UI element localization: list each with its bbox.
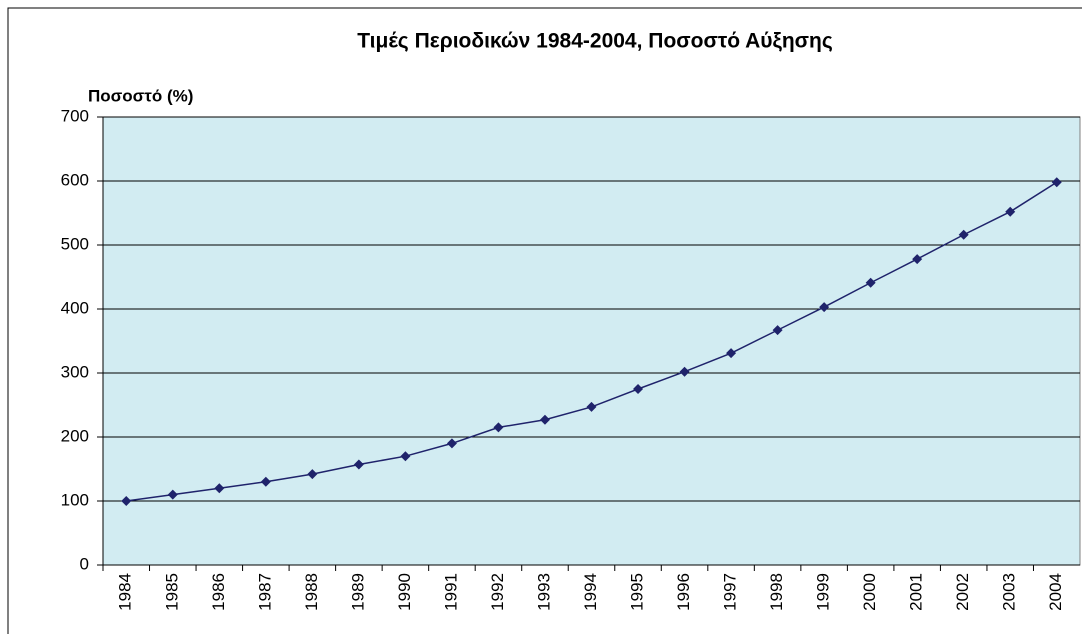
marker	[446, 438, 457, 449]
x-tick-label: 2003	[1000, 573, 1019, 611]
marker	[121, 496, 132, 506]
x-tick-label: 1992	[488, 573, 507, 611]
marker	[819, 302, 830, 313]
x-tick-label: 1988	[302, 573, 321, 611]
marker	[912, 254, 923, 265]
y-tick-label: 700	[61, 106, 89, 125]
marker	[865, 277, 876, 288]
marker	[539, 414, 550, 425]
x-tick-label: 1991	[441, 573, 460, 611]
x-tick-label: 1993	[534, 573, 553, 611]
marker	[633, 384, 644, 394]
x-tick-label: 1989	[348, 573, 367, 611]
marker	[353, 459, 364, 470]
marker	[1005, 206, 1016, 217]
x-tick-label: 2002	[953, 573, 972, 611]
chart-frame	[7, 7, 1082, 639]
y-tick-label: 600	[61, 170, 89, 189]
marker	[586, 401, 597, 412]
x-tick-label: 1996	[674, 573, 693, 611]
marker	[958, 229, 969, 240]
x-tick-label: 1987	[255, 573, 274, 611]
y-tick-label: 400	[61, 298, 89, 317]
chart-title: Τιμές Περιοδικών 1984-2004, Ποσοστό Αύξη…	[357, 30, 833, 53]
x-tick-label: 1984	[116, 573, 135, 611]
marker	[679, 366, 690, 377]
x-tick-label: 2001	[907, 573, 926, 611]
plot-area	[102, 116, 1081, 566]
x-tick-label: 1999	[814, 573, 833, 611]
x-tick-label: 1995	[628, 573, 647, 611]
y-tick-label: 300	[61, 362, 89, 381]
marker	[167, 489, 178, 500]
y-tick-label: 0	[80, 554, 89, 573]
y-tick-label: 100	[61, 490, 89, 509]
x-tick-label: 2004	[1046, 573, 1065, 611]
y-tick-label: 200	[61, 426, 89, 445]
y-tick-label: 500	[61, 234, 89, 253]
marker	[400, 451, 411, 462]
x-tick-label: 1997	[721, 573, 740, 611]
marker	[214, 483, 225, 494]
x-tick-label: 1986	[209, 573, 228, 611]
marker	[1051, 177, 1062, 188]
y-axis-label: Ποσοστό (%)	[88, 86, 193, 105]
marker	[772, 325, 783, 336]
x-tick-label: 2000	[860, 573, 879, 611]
x-tick-label: 1985	[162, 573, 181, 611]
marker	[260, 476, 271, 487]
marker	[726, 348, 737, 359]
marker	[493, 422, 504, 433]
x-tick-label: 1998	[767, 573, 786, 611]
x-tick-label: 1994	[581, 573, 600, 611]
marker	[307, 469, 318, 480]
x-tick-label: 1990	[395, 573, 414, 611]
